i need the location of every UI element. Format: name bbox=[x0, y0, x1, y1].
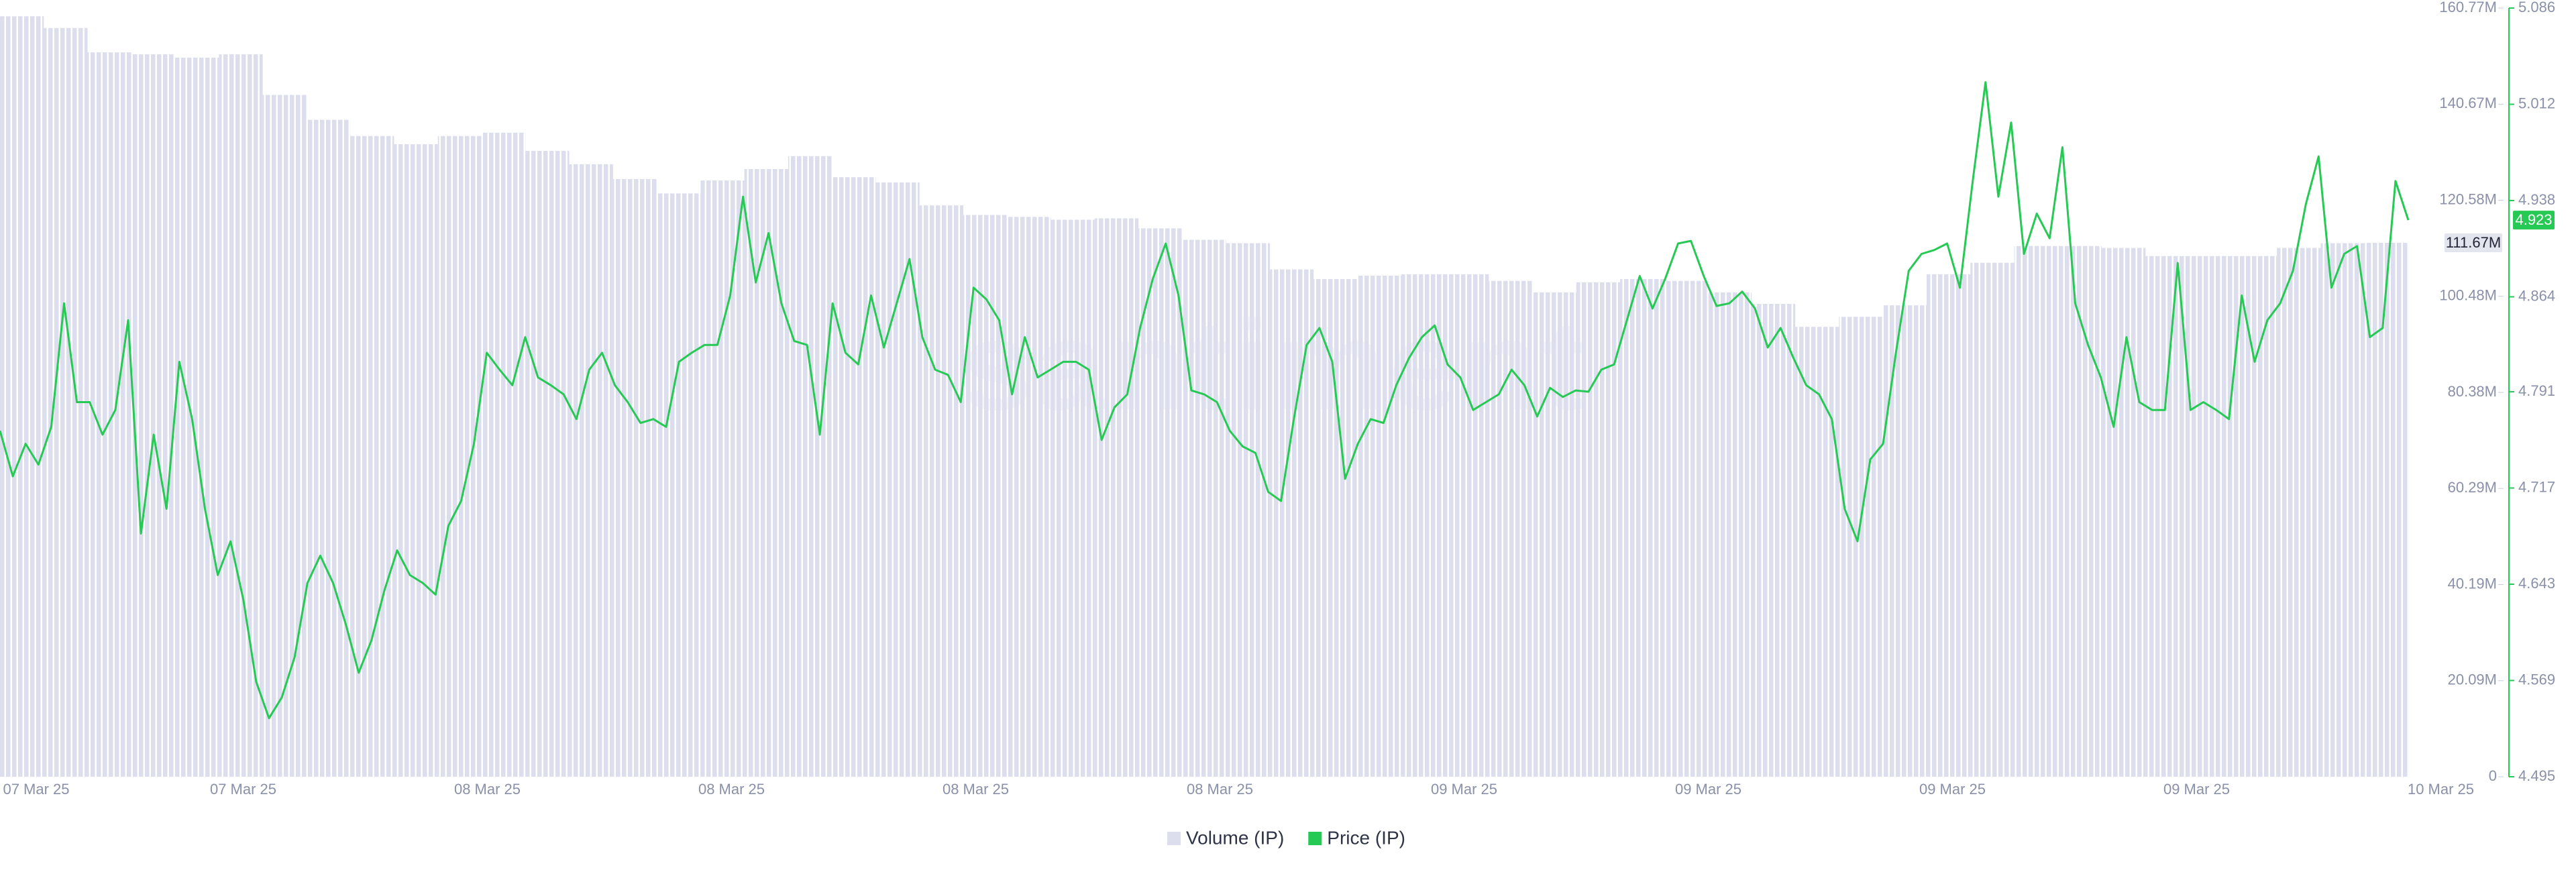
x-tick-label: 10 Mar 25 bbox=[2408, 781, 2474, 798]
volume-bar bbox=[657, 193, 701, 777]
volume-bar bbox=[1927, 274, 1971, 777]
volume-bar bbox=[482, 132, 526, 777]
volume-bar bbox=[919, 205, 963, 777]
volume-bar bbox=[2364, 242, 2408, 777]
volume-bar bbox=[2102, 248, 2146, 777]
volume-bar bbox=[1839, 317, 1883, 777]
volume-bar bbox=[131, 54, 176, 777]
last-value-tag bbox=[2445, 233, 2502, 252]
volume-bar bbox=[1138, 228, 1183, 777]
x-tick-label: 07 Mar 25 bbox=[3, 781, 69, 798]
last-value-label: 4.923 bbox=[2515, 211, 2552, 228]
volume-bar bbox=[525, 150, 570, 777]
legend-swatch[interactable] bbox=[1308, 832, 1322, 845]
volume-bar bbox=[1313, 278, 1358, 777]
volume-bar bbox=[1664, 280, 1708, 777]
volume-bar bbox=[219, 54, 263, 777]
y-tick-label: 20.09M bbox=[2448, 671, 2497, 688]
y2-tick-label: 5.086 bbox=[2518, 0, 2555, 15]
volume-bar bbox=[1401, 274, 1445, 777]
volume-bar bbox=[700, 180, 745, 777]
volume-bar bbox=[2233, 256, 2277, 777]
legend-label[interactable]: Price (IP) bbox=[1327, 827, 1405, 848]
volume-bar bbox=[1970, 262, 2015, 777]
volume-bar bbox=[175, 57, 219, 777]
volume-bar bbox=[788, 156, 833, 777]
y-tick-label: 0 bbox=[2489, 767, 2497, 784]
last-value-label: 111.67M bbox=[2446, 234, 2501, 251]
volume-bar bbox=[262, 95, 307, 777]
volume-bar bbox=[1007, 217, 1051, 777]
volume-bar bbox=[744, 169, 788, 777]
volume-bar bbox=[1751, 304, 1796, 777]
volume-bar bbox=[1182, 239, 1226, 777]
y2-tick-label: 4.791 bbox=[2518, 382, 2555, 399]
volume-bar bbox=[350, 135, 394, 777]
x-tick-label: 07 Mar 25 bbox=[210, 781, 276, 798]
volume-bar bbox=[1532, 292, 1576, 777]
y-tick-label: 40.19M bbox=[2448, 575, 2497, 592]
volume-bar bbox=[1795, 327, 1839, 777]
volume-bar bbox=[2320, 243, 2365, 777]
y-tick-label: 120.58M bbox=[2439, 190, 2497, 207]
volume-bar bbox=[1445, 274, 1489, 777]
legend-label[interactable]: Volume (IP) bbox=[1186, 827, 1284, 848]
volume-bar bbox=[306, 119, 351, 777]
x-tick-label: 09 Mar 25 bbox=[2163, 781, 2230, 798]
x-tick-label: 09 Mar 25 bbox=[1431, 781, 1497, 798]
volume-bar bbox=[1051, 219, 1095, 777]
volume-bar bbox=[832, 177, 876, 777]
volume-bar bbox=[1576, 282, 1621, 777]
volume-bar bbox=[875, 182, 920, 777]
volume-bar bbox=[569, 164, 613, 777]
volume-bar bbox=[1226, 243, 1270, 777]
volume-bar bbox=[437, 135, 482, 777]
x-tick-label: 09 Mar 25 bbox=[1919, 781, 1986, 798]
y2-tick-label: 5.012 bbox=[2518, 95, 2555, 111]
legend-swatch[interactable] bbox=[1167, 832, 1181, 845]
y-tick-label: 80.38M bbox=[2448, 383, 2497, 400]
volume-bar bbox=[1620, 278, 1664, 777]
y2-tick-label: 4.643 bbox=[2518, 575, 2555, 592]
x-tick-label: 08 Mar 25 bbox=[1187, 781, 1253, 798]
x-tick-label: 08 Mar 25 bbox=[943, 781, 1009, 798]
volume-bar bbox=[2014, 246, 2058, 777]
y2-tick-label: 4.569 bbox=[2518, 671, 2555, 688]
last-value-tag bbox=[2513, 211, 2555, 230]
volume-bar bbox=[2057, 246, 2102, 777]
volume-bar bbox=[394, 144, 438, 777]
volume-bar bbox=[612, 178, 657, 777]
volume-bar bbox=[1882, 305, 1927, 777]
x-tick-label: 09 Mar 25 bbox=[1675, 781, 1741, 798]
volume-bar bbox=[0, 16, 44, 777]
y-tick-label: 140.67M bbox=[2439, 95, 2497, 111]
volume-bar bbox=[1094, 218, 1139, 777]
volume-bar bbox=[1269, 269, 1314, 777]
y2-tick-label: 4.864 bbox=[2518, 287, 2555, 304]
volume-bar bbox=[1707, 292, 1752, 777]
y2-tick-label: 4.938 bbox=[2518, 191, 2555, 208]
y2-tick-label: 4.495 bbox=[2518, 767, 2555, 784]
volume-bar bbox=[2277, 248, 2321, 777]
volume-bar bbox=[2189, 256, 2233, 777]
x-tick-label: 08 Mar 25 bbox=[454, 781, 521, 798]
y-tick-label: 100.48M bbox=[2439, 287, 2497, 304]
price-line bbox=[0, 81, 2410, 720]
volume-bar bbox=[1357, 275, 1401, 777]
volume-bar bbox=[1489, 280, 1533, 777]
volume-bar bbox=[2145, 256, 2190, 777]
y2-tick-label: 4.717 bbox=[2518, 478, 2555, 495]
y-tick-label: 60.29M bbox=[2448, 479, 2497, 496]
y-tick-label: 160.77M bbox=[2439, 0, 2497, 15]
x-tick-label: 08 Mar 25 bbox=[698, 781, 765, 798]
legend: Volume (IP) Price (IP) bbox=[1167, 827, 1405, 848]
